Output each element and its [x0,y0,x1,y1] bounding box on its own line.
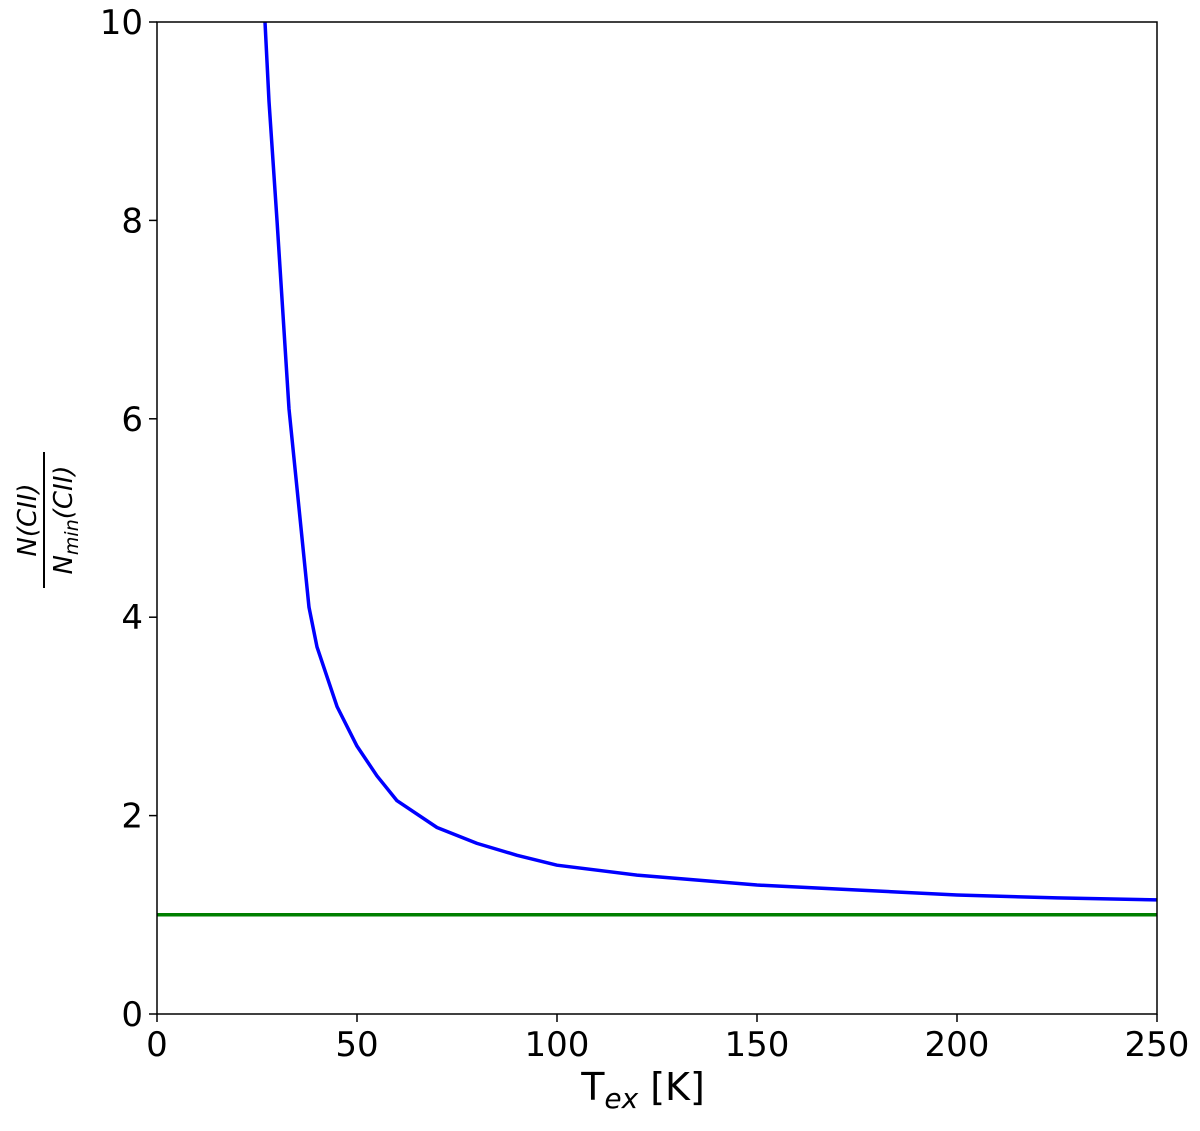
y-tick-label: 2 [121,797,143,837]
x-tick-label: 250 [1125,1025,1190,1065]
x-tick-label: 0 [146,1025,168,1065]
x-label-rest: [K] [650,1065,705,1109]
x-axis-label: Tex [K] [580,1065,705,1115]
y-label-numerator: N(CII) [13,483,43,556]
y-label-den-sub: min [61,519,83,555]
x-tick-label: 50 [335,1025,378,1065]
plot-frame [156,21,1158,1015]
y-tick-label: 10 [100,3,143,43]
x-tick-label: 150 [725,1025,790,1065]
y-axis-label: N(CII) Nmin(CII) [13,452,83,588]
y-label-denominator: Nmin(CII) [49,465,83,574]
x-label-base: T [580,1065,605,1109]
x-tick-label: 100 [525,1025,590,1065]
x-label-sub: ex [604,1082,638,1115]
line-series [263,22,1157,902]
y-tick-label: 0 [121,995,143,1035]
y-label-den-base: N [49,555,79,574]
x-tick-label: 200 [925,1025,990,1065]
y-tick-label: 8 [121,201,143,241]
y-tick-label: 6 [121,400,143,440]
y-label-den-rest: (CII) [49,465,79,519]
y-tick-label: 4 [121,598,143,638]
